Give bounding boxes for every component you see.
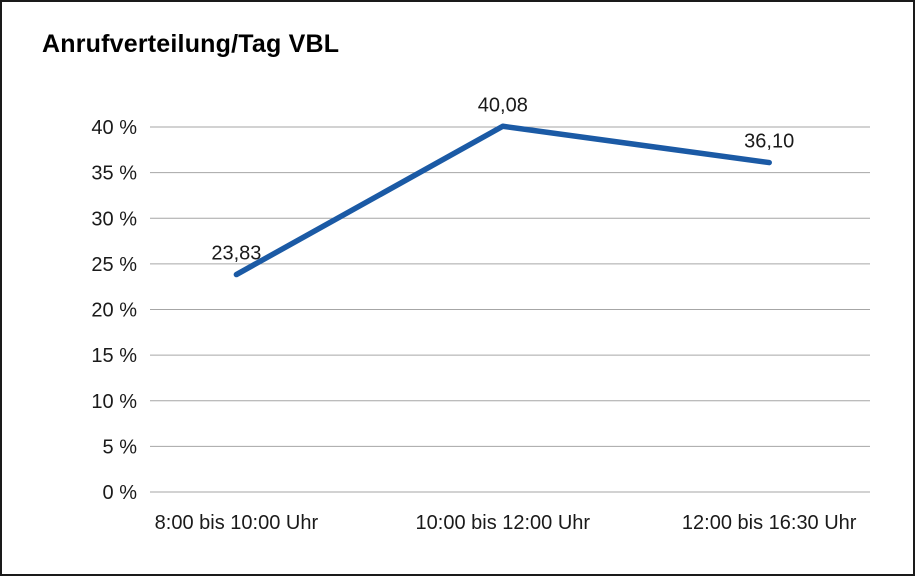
svg-text:40 %: 40 % [91, 117, 137, 139]
svg-text:10:00 bis 12:00 Uhr: 10:00 bis 12:00 Uhr [416, 512, 591, 534]
svg-text:23,83: 23,83 [211, 243, 261, 265]
chart-title: Anrufverteilung/Tag VBL [42, 30, 340, 58]
svg-text:25 %: 25 % [91, 254, 137, 276]
svg-text:15 %: 15 % [91, 345, 137, 367]
svg-text:30 %: 30 % [91, 208, 137, 230]
svg-text:12:00 bis 16:30 Uhr: 12:00 bis 16:30 Uhr [682, 512, 857, 534]
svg-text:10 %: 10 % [91, 391, 137, 413]
svg-text:0 %: 0 % [103, 482, 138, 504]
svg-text:35 %: 35 % [91, 163, 137, 185]
svg-text:36,10: 36,10 [744, 131, 794, 153]
svg-text:40,08: 40,08 [478, 94, 528, 116]
svg-text:8:00 bis 10:00 Uhr: 8:00 bis 10:00 Uhr [155, 512, 319, 534]
svg-text:20 %: 20 % [91, 300, 137, 322]
svg-text:5 %: 5 % [103, 436, 138, 458]
